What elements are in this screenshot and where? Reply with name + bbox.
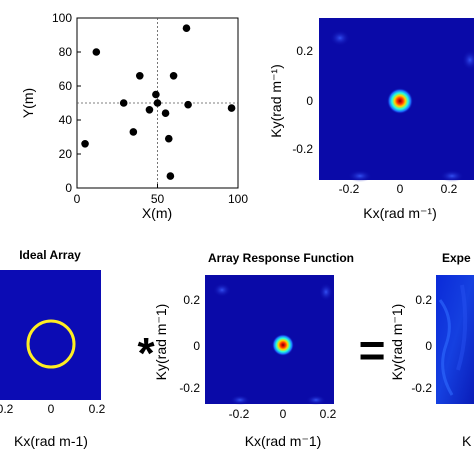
ideal-array-x-ticks: 0.2 0 0.2	[0, 402, 106, 416]
antenna-point	[145, 106, 154, 114]
top-response-sidelobe	[440, 170, 464, 182]
ideal-x-tick: 0.2	[89, 402, 106, 416]
bottom-x-tick: 0	[280, 407, 287, 421]
antenna-point	[164, 134, 173, 143]
expected-result-background	[436, 275, 474, 404]
ideal-array-background	[0, 270, 101, 400]
antenna-point	[135, 72, 144, 80]
bottom-response-y-label: Ky(rad m⁻1)	[153, 304, 169, 381]
ideal-array-panel: Ideal Array 0.2 0 0.2 Kx(rad m-1)	[0, 248, 106, 449]
scatter-x-tick-label: 0	[74, 192, 81, 206]
bottom-response-y-ticks: 0.2 0 -0.2	[179, 293, 200, 395]
ideal-x-tick: 0	[48, 402, 55, 416]
expected-y-tick: 0	[425, 339, 432, 353]
top-x-tick: 0	[397, 182, 404, 196]
antenna-point	[161, 109, 170, 117]
array-response-title: Array Response Function	[208, 251, 354, 265]
expected-result-panel: Expe 0.2 0 -0.2 Ky(rad m⁻1) K	[389, 251, 474, 449]
scatter-x-ticks: 0 50 100	[74, 184, 248, 206]
expected-result-y-ticks: 0.2 0 -0.2	[411, 293, 432, 395]
ideal-array-title: Ideal Array	[19, 248, 81, 262]
bottom-response-background	[205, 275, 334, 404]
bottom-y-tick: 0	[193, 339, 200, 353]
top-response-peak	[387, 88, 413, 114]
bottom-response-peak	[272, 334, 294, 356]
equals-operator: =	[359, 324, 386, 376]
scatter-y-tick-label: 100	[52, 11, 72, 25]
top-x-tick: -0.2	[339, 182, 360, 196]
top-x-tick: 0.2	[441, 182, 458, 196]
bottom-response-x-ticks: -0.2 0 0.2	[229, 407, 337, 421]
antenna-point	[166, 172, 175, 180]
antenna-point	[81, 140, 89, 148]
bottom-response-x-label: Kx(rad m⁻1)	[245, 433, 322, 449]
top-response-x-ticks: -0.2 0 0.2	[339, 182, 458, 196]
antenna-layout-panel: 0 50 100 0 20 40 60 80 100 X(m) Y(m)	[20, 11, 248, 221]
top-response-sidelobe	[330, 30, 350, 46]
array-response-top-panel: -0.2 0 0.2 0.2 0 -0.2 Kx(rad m⁻¹) Ky(rad…	[268, 18, 474, 221]
expected-result-y-label: Ky(rad m⁻1)	[389, 304, 405, 381]
bottom-y-tick: 0.2	[183, 293, 200, 307]
scatter-y-tick-label: 40	[59, 113, 73, 127]
bottom-x-tick: 0.2	[320, 407, 337, 421]
scatter-x-tick-label: 100	[228, 192, 248, 206]
antenna-point	[129, 128, 138, 136]
bottom-response-sidelobe	[319, 283, 333, 301]
top-y-tick: -0.2	[292, 142, 313, 156]
top-y-tick: 0	[306, 94, 313, 108]
antenna-point	[184, 100, 192, 109]
expected-y-tick: 0.2	[415, 293, 432, 307]
scatter-y-ticks: 0 20 40 60 80 100	[52, 11, 81, 195]
top-response-y-label: Ky(rad m⁻¹)	[268, 64, 284, 138]
bottom-response-sidelobe	[213, 283, 231, 297]
bottom-y-tick: -0.2	[179, 381, 200, 395]
scatter-y-tick-label: 20	[59, 147, 73, 161]
antenna-point	[227, 104, 236, 112]
expected-y-tick: -0.2	[411, 381, 432, 395]
top-response-sidelobe	[462, 50, 474, 70]
antenna-point	[169, 72, 178, 80]
ideal-x-tick: 0.2	[0, 402, 14, 416]
expected-result-title: Expe	[442, 251, 471, 265]
antenna-point	[119, 99, 128, 107]
antenna-point	[152, 90, 160, 99]
bottom-response-sidelobe	[230, 395, 250, 405]
bottom-x-tick: -0.2	[229, 407, 250, 421]
top-response-y-ticks: 0.2 0 -0.2	[292, 44, 313, 156]
scatter-points	[81, 24, 236, 180]
top-y-tick: 0.2	[296, 44, 313, 58]
scatter-y-tick-label: 0	[65, 181, 72, 195]
antenna-point	[92, 48, 101, 56]
scatter-y-label: Y(m)	[20, 88, 36, 118]
expected-result-texture	[438, 299, 454, 396]
scatter-x-label: X(m)	[142, 205, 172, 221]
expected-result-texture	[456, 284, 468, 371]
top-response-x-label: Kx(rad m⁻¹)	[363, 205, 437, 221]
antenna-point	[153, 99, 162, 107]
scatter-x-tick-label: 50	[151, 192, 165, 206]
antenna-point	[182, 24, 191, 32]
top-response-sidelobe	[348, 170, 372, 182]
convolution-operator: *	[137, 329, 155, 378]
bottom-response-sidelobe	[306, 395, 326, 405]
array-response-bottom-panel: Array Response Function -0.2 0 0.2 0.2 0…	[153, 251, 354, 449]
scatter-y-tick-label: 80	[59, 45, 73, 59]
expected-result-x-label: K	[462, 433, 472, 449]
ideal-array-x-label: Kx(rad m-1)	[14, 433, 88, 449]
scatter-y-tick-label: 60	[59, 79, 73, 93]
ideal-array-ring	[26, 319, 76, 369]
